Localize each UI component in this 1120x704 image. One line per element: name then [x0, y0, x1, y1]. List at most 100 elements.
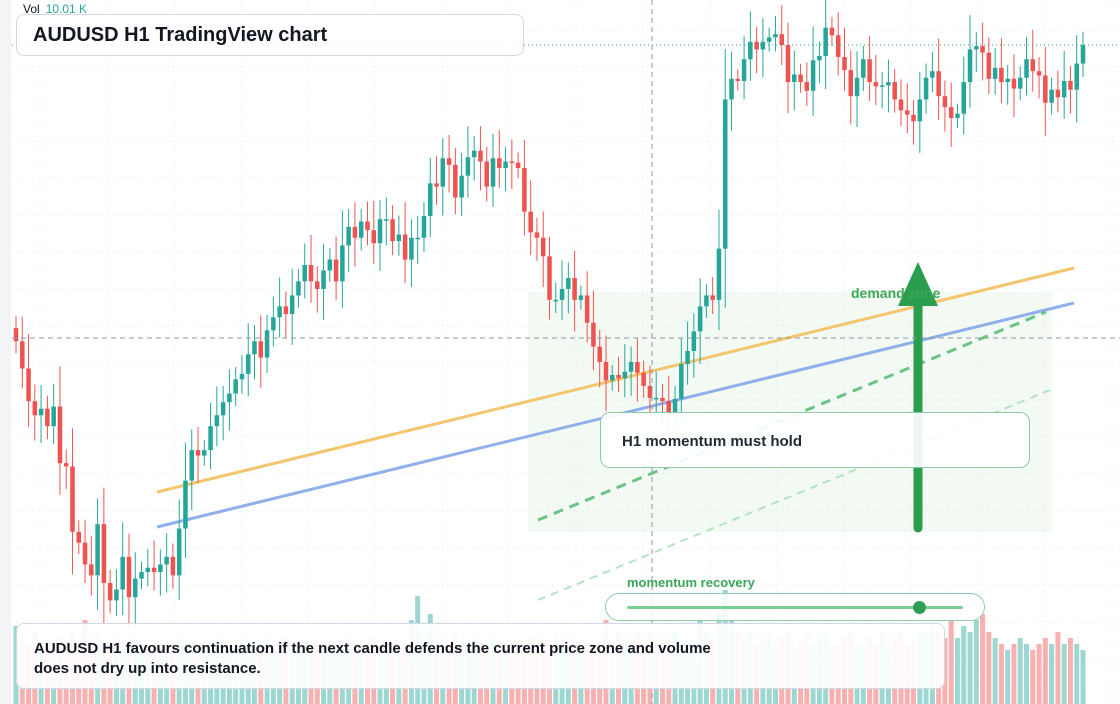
- candle-body: [911, 114, 916, 122]
- candle-body: [20, 341, 25, 369]
- candle-body: [321, 270, 326, 289]
- candle-body: [245, 354, 251, 374]
- candle-body: [1030, 59, 1036, 72]
- candle-body: [396, 234, 402, 242]
- volume-bar: [1024, 644, 1030, 704]
- candle-body: [220, 402, 226, 416]
- candle-body: [779, 34, 784, 46]
- candle-body: [967, 49, 973, 83]
- candle-body: [89, 564, 94, 576]
- candle-body: [151, 567, 157, 573]
- candle-body: [748, 41, 753, 60]
- candle-body: [170, 556, 176, 576]
- candle-body: [930, 71, 935, 78]
- volume-bar: [1036, 644, 1042, 704]
- candle-body: [986, 52, 992, 79]
- candle-body: [490, 158, 496, 187]
- candle-body: [471, 150, 477, 158]
- candle-body: [873, 82, 879, 87]
- candle-body: [741, 59, 747, 81]
- candle-body: [346, 226, 351, 246]
- volume-bar: [1030, 650, 1036, 704]
- candle-body: [823, 27, 828, 56]
- candle-body: [697, 306, 703, 332]
- candle-body: [572, 278, 577, 300]
- candle-body: [553, 299, 559, 302]
- candle-body: [315, 281, 320, 289]
- candle-body: [1005, 78, 1010, 83]
- candle-body: [195, 450, 201, 456]
- candle-body: [804, 82, 810, 91]
- candle-body: [886, 82, 891, 86]
- candle-body: [352, 226, 358, 238]
- volume-bar: [1074, 644, 1080, 704]
- candle-body: [402, 234, 408, 260]
- candle-body: [1074, 63, 1079, 90]
- candle-body: [1011, 78, 1017, 89]
- candle-body: [735, 78, 741, 81]
- candle-body: [685, 351, 690, 365]
- candle-body: [227, 393, 232, 403]
- candle-body: [559, 288, 565, 300]
- volume-bar: [961, 626, 967, 704]
- candle-body: [1080, 45, 1086, 64]
- candle-body: [923, 77, 929, 100]
- candle-body: [164, 556, 169, 565]
- candle-body: [82, 542, 88, 565]
- volume-bar: [954, 638, 960, 704]
- candle-body: [566, 278, 571, 289]
- candle-body: [427, 183, 433, 216]
- candle-body: [760, 41, 766, 50]
- candle-body: [672, 398, 678, 416]
- candle-body: [917, 99, 923, 122]
- candle-body: [547, 256, 552, 300]
- candle-body: [126, 556, 132, 598]
- candle-body: [214, 415, 220, 427]
- candle-body: [296, 281, 301, 296]
- candle-body: [528, 211, 533, 233]
- volume-legend[interactable]: Vol 10.01 K: [23, 2, 87, 16]
- candle-body: [622, 371, 628, 379]
- candle-body: [440, 158, 446, 187]
- candle-body: [1017, 77, 1023, 89]
- candle-body: [641, 372, 646, 386]
- candle-body: [653, 397, 659, 400]
- candle-body: [597, 346, 602, 362]
- candle-body: [446, 158, 452, 165]
- candle-body: [465, 157, 471, 176]
- candle-body: [13, 328, 19, 342]
- volume-bar: [1080, 650, 1086, 704]
- candle-body: [992, 67, 998, 79]
- candle-body: [628, 361, 634, 372]
- candle-body: [861, 59, 866, 78]
- candle-body: [898, 99, 904, 111]
- candle-body: [867, 59, 872, 83]
- candle-body: [515, 162, 521, 169]
- volume-bar: [1067, 638, 1073, 704]
- candle-body: [189, 450, 195, 481]
- momentum-slider[interactable]: [605, 593, 985, 621]
- candle-body: [792, 74, 797, 83]
- volume-bar: [973, 620, 979, 704]
- candle-body: [434, 183, 439, 187]
- candle-body: [497, 158, 502, 169]
- candle-body: [289, 295, 295, 314]
- candle-body: [722, 99, 728, 249]
- candle-body: [584, 295, 590, 323]
- candle-body: [1061, 80, 1067, 98]
- candle-body: [384, 219, 389, 221]
- caption-line-2: does not dry up into resistance.: [34, 660, 261, 677]
- candle-body: [679, 364, 684, 399]
- volume-bar: [967, 632, 973, 704]
- candle-body: [308, 265, 314, 282]
- momentum-slider-thumb[interactable]: [913, 601, 927, 614]
- volume-legend-label: Vol: [23, 2, 40, 16]
- candle-body: [202, 450, 207, 456]
- volume-bar: [1055, 632, 1061, 704]
- candle-body: [340, 245, 345, 282]
- candle-body: [509, 161, 515, 164]
- chart-title: AUDUSD H1 TradingView chart: [16, 14, 524, 56]
- candle-body: [647, 385, 653, 398]
- candle-body: [233, 379, 238, 394]
- candle-body: [45, 408, 50, 427]
